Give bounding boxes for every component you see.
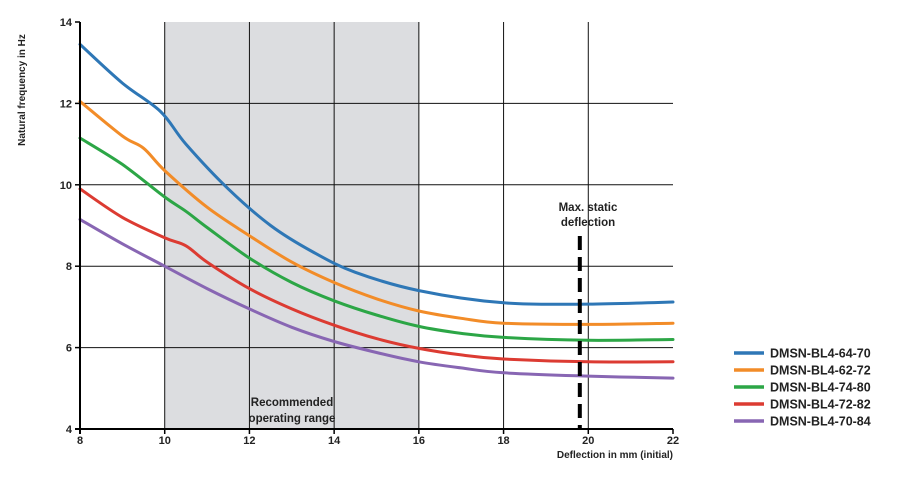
legend-label: DMSN-BL4-70-84 xyxy=(770,415,871,429)
marker-label-line2: deflection xyxy=(561,217,615,229)
series-layer xyxy=(78,42,675,380)
legend-label: DMSN-BL4-72-82 xyxy=(770,398,871,412)
x-tick-label: 8 xyxy=(77,435,83,447)
y-tick-label: 14 xyxy=(60,17,73,29)
legend-label: DMSN-BL4-64-70 xyxy=(770,347,871,361)
series-line-dmsn-bl4-70-84 xyxy=(78,217,675,380)
series-line-dmsn-bl4-72-82 xyxy=(78,187,675,364)
series-line-dmsn-bl4-62-72 xyxy=(78,99,675,326)
x-tick-label: 14 xyxy=(328,435,341,447)
x-tick-label: 20 xyxy=(582,435,594,447)
marker-label-line1: Max. static xyxy=(559,202,618,214)
x-tick-label: 18 xyxy=(497,435,509,447)
y-axis-title: Natural frequency in Hz xyxy=(17,34,28,146)
series-line-dmsn-bl4-74-80 xyxy=(78,136,675,342)
y-tick-label: 8 xyxy=(66,261,72,273)
series-line-dmsn-bl4-64-70 xyxy=(78,42,675,306)
x-tick-label: 10 xyxy=(159,435,171,447)
shaded-region-layer xyxy=(164,22,419,429)
shaded-region xyxy=(164,22,419,429)
shaded-region-label-line1: Recommended xyxy=(251,397,333,409)
shaded-region-label-line2: operating range xyxy=(249,413,336,425)
x-tick-label: 16 xyxy=(413,435,425,447)
y-tick-label: 6 xyxy=(66,343,72,355)
y-tick-label: 10 xyxy=(60,180,72,192)
x-tick-label: 22 xyxy=(667,435,679,447)
legend-label: DMSN-BL4-62-72 xyxy=(770,364,871,378)
legend-label: DMSN-BL4-74-80 xyxy=(770,381,871,395)
y-tick-label: 4 xyxy=(66,424,73,436)
x-axis-title: Deflection in mm (initial) xyxy=(557,450,673,461)
axis-layer: 8 10 12 14 16 18 20 22 4 6 8 10 12 14 xyxy=(60,17,679,447)
x-tick-label: 12 xyxy=(243,435,255,447)
legend: DMSN-BL4-64-70 DMSN-BL4-62-72 DMSN-BL4-74-… xyxy=(734,347,871,429)
y-tick-label: 12 xyxy=(60,98,72,110)
